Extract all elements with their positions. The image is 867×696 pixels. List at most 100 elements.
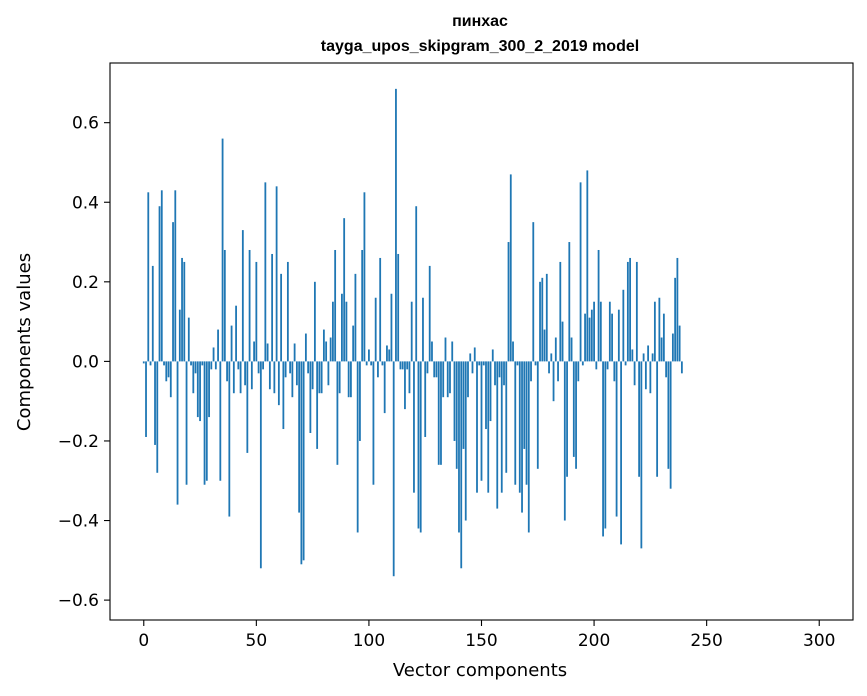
bar-98	[363, 192, 366, 362]
bar-195	[581, 361, 584, 366]
bar-29	[208, 361, 210, 418]
y-tick-label: 0.0	[72, 352, 99, 372]
bar-197	[586, 170, 589, 362]
bar-12	[169, 361, 172, 398]
bar-211	[617, 309, 620, 362]
bar-161	[505, 361, 508, 473]
bar-142	[462, 361, 465, 449]
bar-141	[460, 361, 463, 569]
bar-78	[318, 361, 321, 394]
bar-20	[187, 317, 190, 362]
bar-137	[451, 341, 454, 362]
bar-232	[665, 361, 668, 378]
bar-237	[676, 257, 679, 362]
bar-103	[374, 297, 377, 362]
bar-145	[469, 353, 472, 362]
bar-27	[203, 361, 206, 485]
y-axis-label: Components values	[14, 253, 35, 431]
bar-71	[302, 361, 305, 561]
bar-225	[649, 361, 652, 394]
bar-116	[404, 361, 406, 410]
bar-59	[275, 186, 278, 362]
bar-75	[311, 361, 314, 390]
bar-184	[557, 361, 559, 382]
bar-64	[286, 261, 289, 362]
bar-206	[606, 361, 609, 370]
bar-23	[194, 361, 197, 374]
bar-94	[354, 273, 357, 362]
bar-111	[392, 361, 395, 577]
bar-220	[638, 361, 641, 477]
bar-10	[165, 361, 168, 382]
bar-117	[406, 361, 409, 370]
bar-9	[163, 361, 165, 366]
bar-61	[280, 273, 283, 362]
bar-76	[313, 281, 316, 362]
bar-89	[343, 218, 346, 362]
bar-205	[604, 361, 607, 529]
bar-79	[320, 361, 323, 394]
bar-183	[554, 337, 557, 362]
bar-49	[253, 341, 255, 362]
bar-22	[192, 361, 195, 394]
bar-62	[282, 361, 285, 430]
bar-67	[293, 343, 296, 362]
bar-194	[579, 182, 582, 362]
bar-102	[372, 361, 375, 485]
bar-114	[399, 361, 402, 370]
bar-16	[178, 309, 181, 362]
bar-213	[622, 289, 625, 362]
bar-66	[291, 361, 294, 398]
bar-149	[478, 361, 481, 366]
bar-130	[435, 361, 438, 378]
bar-50	[255, 261, 258, 362]
bar-40	[232, 361, 235, 394]
bar-15	[176, 361, 179, 505]
bar-73	[307, 361, 310, 374]
bar-131	[437, 361, 440, 465]
bar-25	[199, 361, 201, 422]
bar-48	[250, 361, 253, 390]
bar-37	[226, 361, 228, 382]
bar-46	[246, 361, 249, 453]
bar-207	[608, 301, 611, 362]
bar-190	[570, 337, 573, 362]
bar-230	[660, 337, 663, 362]
chart-title: пинхас	[452, 13, 508, 30]
bar-13	[172, 222, 174, 362]
x-tick-label: 300	[803, 631, 835, 651]
bar-198	[588, 317, 591, 362]
bar-77	[316, 361, 319, 449]
bar-154	[489, 361, 492, 422]
bar-108	[386, 345, 388, 362]
bar-160	[503, 361, 505, 386]
bar-224	[647, 345, 650, 362]
bar-38	[228, 361, 231, 517]
bar-222	[642, 353, 645, 362]
bar-164	[512, 341, 514, 362]
bar-5	[154, 361, 156, 445]
bar-151	[482, 361, 485, 366]
bar-44	[241, 230, 244, 362]
bar-180	[548, 361, 550, 374]
bar-215	[626, 261, 629, 362]
bar-200	[593, 301, 595, 362]
bar-92	[350, 361, 352, 398]
bar-11	[167, 361, 170, 378]
bar-138	[453, 361, 456, 441]
bar-17	[181, 257, 183, 362]
bar-87	[338, 361, 341, 394]
bar-209	[613, 361, 616, 382]
bar-83	[329, 337, 332, 362]
bar-120	[413, 361, 415, 493]
bar-series	[142, 88, 683, 577]
bar-21	[190, 361, 192, 366]
bar-86	[336, 361, 339, 465]
bar-4	[151, 265, 154, 362]
bar-101	[370, 361, 373, 366]
bar-201	[595, 361, 598, 370]
bar-65	[289, 361, 292, 374]
bar-100	[368, 349, 370, 362]
y-tick-label: −0.2	[58, 432, 99, 452]
